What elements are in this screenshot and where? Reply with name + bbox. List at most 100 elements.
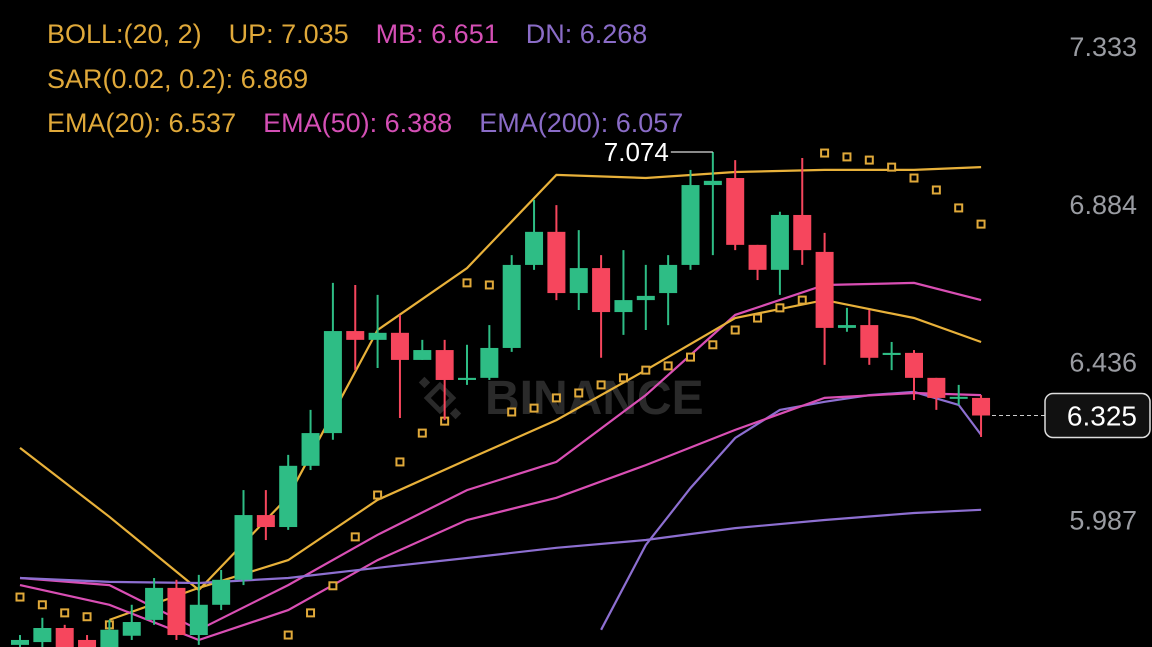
sar-dot — [775, 303, 785, 313]
candle-body — [793, 214, 812, 251]
candle — [122, 604, 141, 640]
sar-dot — [753, 313, 763, 323]
y-tick-label: 6.436 — [1069, 347, 1137, 377]
candle — [547, 205, 566, 301]
candle-body — [323, 331, 342, 434]
candle-body — [770, 214, 789, 270]
legend-row: BOLL:(20, 2) UP: 7.035 MB: 6.651 DN: 6.268 — [47, 12, 683, 57]
indicator-line — [19, 166, 982, 592]
candle — [882, 341, 901, 371]
candle-body — [234, 515, 253, 580]
indicator-label: MB: 6.651 — [375, 19, 499, 49]
sar-dot — [529, 403, 539, 413]
candle-body — [55, 628, 74, 647]
candle — [301, 409, 320, 471]
candle-body — [659, 264, 678, 294]
candle-body — [703, 180, 722, 186]
sar-dot — [842, 152, 852, 162]
sar-dot — [462, 278, 472, 288]
legend-row: SAR(0.02, 0.2): 6.869 — [47, 57, 683, 102]
sar-dot — [15, 592, 25, 602]
candle — [11, 635, 29, 647]
indicator-label: DN: 6.268 — [525, 19, 648, 49]
indicator-label: EMA(20): 6.537 — [47, 108, 237, 138]
candle — [55, 624, 74, 647]
candle-body — [390, 332, 409, 360]
candle-body — [882, 352, 901, 355]
indicator-label: SAR(0.02, 0.2): 6.869 — [47, 63, 309, 94]
candle-body — [189, 604, 208, 636]
last-price-box — [1044, 392, 1151, 439]
sar-dot — [37, 600, 47, 610]
indicator-label: BOLL:(20, 2) — [47, 19, 202, 49]
candle — [837, 307, 856, 332]
candle — [167, 579, 186, 640]
candle — [33, 617, 52, 647]
indicator-line — [600, 390, 982, 631]
candle-body — [614, 300, 633, 313]
candle — [323, 282, 342, 440]
candle-body — [681, 185, 700, 265]
y-tick-label: 7.333 — [1069, 32, 1137, 62]
candle-body — [413, 350, 432, 360]
sar-dot — [60, 608, 70, 618]
candle-body — [748, 244, 767, 270]
candle-body — [905, 352, 923, 378]
watermark-logo — [418, 376, 462, 420]
candle-body — [167, 587, 186, 636]
sar-dot — [618, 373, 628, 383]
candle-body — [525, 231, 544, 265]
candle — [212, 569, 231, 611]
sar-dot — [708, 340, 718, 350]
candle-body — [927, 377, 946, 398]
sar-dot — [954, 203, 964, 213]
indicator-line — [109, 298, 982, 621]
sar-dot — [507, 407, 517, 417]
candle — [949, 384, 968, 405]
candle-body — [636, 295, 655, 301]
sar-dot — [306, 608, 316, 618]
candle-body — [33, 628, 52, 643]
candle-body — [368, 332, 387, 340]
candle — [502, 255, 521, 352]
candle-body — [592, 268, 611, 313]
candle — [458, 344, 476, 385]
candle-body — [547, 231, 566, 294]
candle — [681, 169, 700, 270]
candle-body — [949, 396, 968, 399]
indicator-line — [19, 281, 982, 632]
sar-dot — [730, 325, 740, 335]
candle — [346, 284, 365, 371]
sar-dot — [350, 532, 360, 542]
sar-dot — [484, 280, 494, 290]
candle — [770, 211, 789, 295]
candle — [614, 250, 633, 335]
candle-body — [435, 350, 454, 380]
candle — [748, 244, 767, 281]
candle — [234, 490, 253, 586]
sar-dot — [596, 380, 606, 390]
candle — [726, 160, 745, 251]
candle — [480, 325, 499, 380]
sar-dot — [574, 388, 584, 398]
sar-dot — [976, 219, 986, 229]
candle — [972, 395, 991, 437]
candle-body — [346, 331, 365, 340]
sar-dot — [909, 173, 919, 183]
candle-body — [815, 251, 834, 328]
candle-body — [212, 579, 231, 605]
indicator-line — [19, 391, 982, 642]
sar-dot — [373, 490, 383, 500]
sar-dot — [283, 630, 293, 640]
candle-body — [860, 325, 879, 358]
indicator-legend: BOLL:(20, 2) UP: 7.035 MB: 6.651 DN: 6.268 S… — [47, 12, 683, 146]
candle — [659, 255, 678, 326]
candle — [413, 339, 432, 360]
sar-dot — [931, 185, 941, 195]
candle-body — [256, 515, 275, 528]
indicator-label: EMA(50): 6.388 — [263, 108, 453, 138]
sar-dot — [663, 361, 673, 371]
candle — [279, 454, 298, 530]
candle — [100, 619, 119, 647]
